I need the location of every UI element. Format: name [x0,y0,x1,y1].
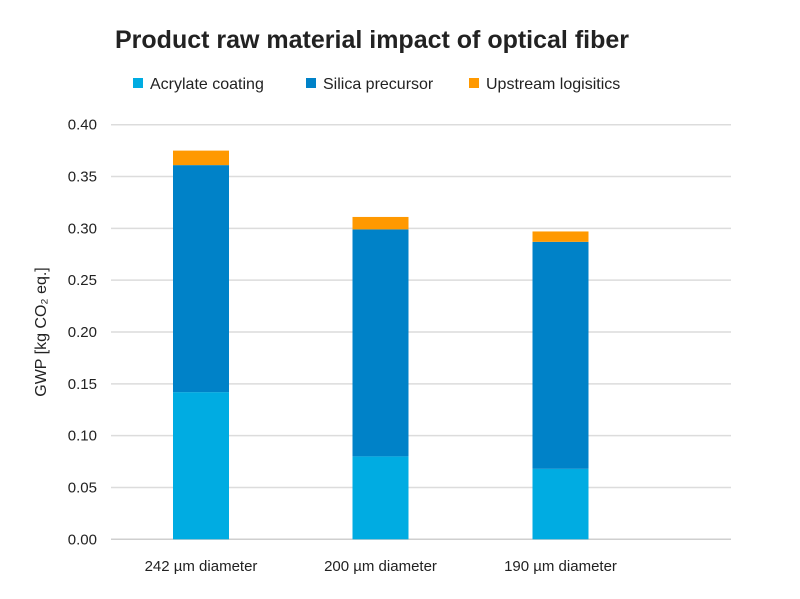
y-tick-label: 0.05 [68,479,97,496]
legend-item: Silica precursor [306,76,434,93]
bar-segment-acrylate-coating [352,456,409,540]
bar-segment-upstream-logisitics [532,231,589,242]
legend-swatch [469,78,479,88]
bar-segment-acrylate-coating [173,392,229,540]
bar-segment-acrylate-coating [532,468,589,540]
legend-label: Silica precursor [323,76,434,93]
y-tick-label: 0.30 [68,220,97,237]
y-tick-label: 0.35 [68,169,97,186]
x-axis-ticks: 242 µm diameter 200 µm diameter 190 µm dia… [145,558,617,575]
bar-segment-silica-precursor [173,165,229,393]
legend: Acrylate coating Silica precursor Upstream… [133,76,620,93]
legend-swatch [133,78,143,88]
legend-label: Upstream logisitics [486,76,620,93]
y-tick-label: 0.25 [68,272,97,289]
x-tick-label: 242 µm diameter [145,558,258,575]
x-tick-label: 200 µm diameter [324,558,437,575]
legend-item: Upstream logisitics [469,76,620,93]
bar-segment-silica-precursor [532,241,589,469]
legend-swatch [306,78,316,88]
y-axis-label: GWP [kg CO₂ eq.] [33,267,50,397]
chart-title: Product raw material impact of optical f… [115,26,629,54]
x-tick-label: 190 µm diameter [504,558,617,575]
y-tick-label: 0.40 [68,117,97,134]
legend-item: Acrylate coating [133,76,264,93]
y-tick-label: 0.00 [68,531,97,548]
bars [173,150,589,540]
bar-segment-upstream-logisitics [173,150,229,166]
legend-label: Acrylate coating [150,76,264,93]
y-tick-label: 0.20 [68,324,97,341]
bar-segment-upstream-logisitics [352,216,409,230]
y-axis-ticks: 0.00 0.05 0.10 0.15 0.20 0.25 0.30 0.35 0.40 [68,117,97,549]
y-tick-label: 0.10 [68,428,97,445]
bar-segment-silica-precursor [352,229,409,457]
y-tick-label: 0.15 [68,376,97,393]
